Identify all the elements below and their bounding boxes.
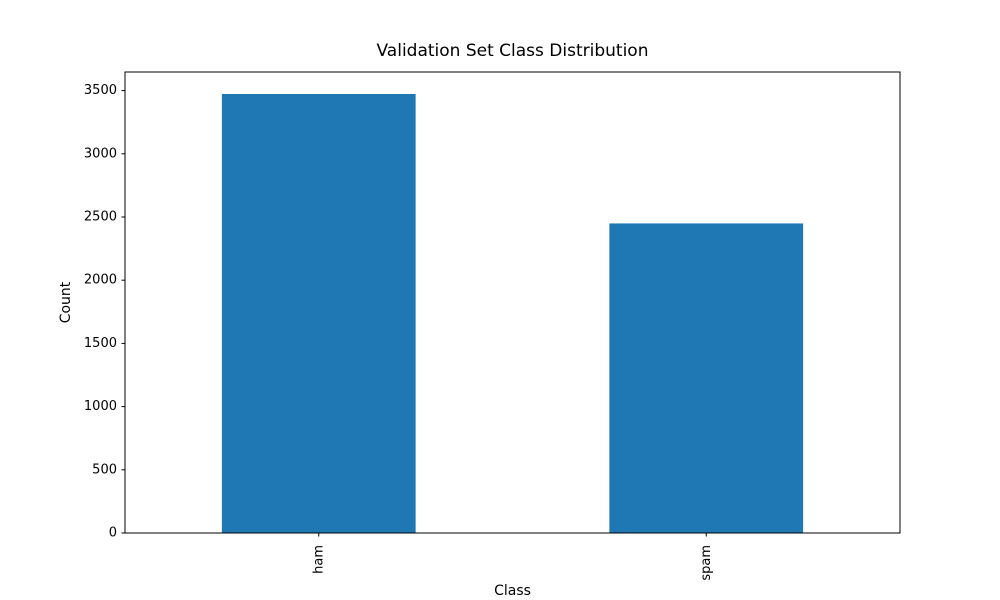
- bar-ham: [221, 93, 416, 534]
- x-tick-label-spam: spam: [699, 545, 714, 581]
- y-tick-label-2000: 2000: [84, 273, 117, 288]
- chart-title: Validation Set Class Distribution: [377, 41, 649, 61]
- y-tick-label-3000: 3000: [84, 146, 117, 161]
- x-axis: ham spam: [311, 533, 714, 581]
- y-tick-label-1500: 1500: [84, 336, 117, 351]
- bar-spam: [609, 223, 804, 533]
- y-axis-label: Count: [58, 281, 74, 323]
- plot-border: [124, 71, 901, 534]
- x-axis-label: Class: [494, 583, 531, 599]
- y-tick-label-0: 0: [109, 526, 117, 541]
- x-tick-label-ham: ham: [311, 545, 326, 574]
- bars-group: [221, 93, 804, 534]
- y-axis: 0 500 1000 1500 2000 2500 3000 3500: [84, 83, 125, 541]
- y-tick-label-1000: 1000: [84, 399, 117, 414]
- y-tick-label-3500: 3500: [84, 83, 117, 98]
- y-tick-label-2500: 2500: [84, 209, 117, 224]
- y-tick-label-500: 500: [92, 462, 117, 477]
